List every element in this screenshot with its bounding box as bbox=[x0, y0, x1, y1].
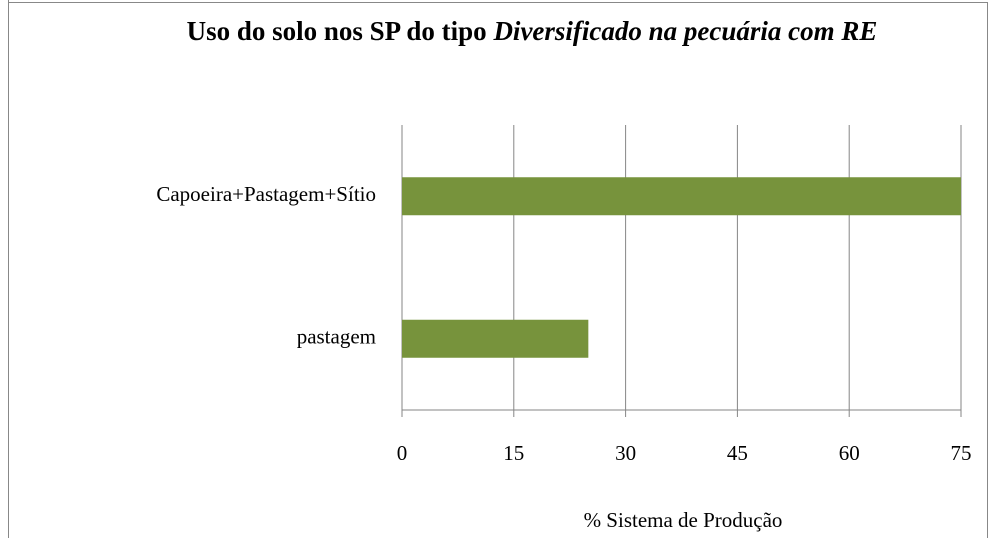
x-tick-label: 15 bbox=[503, 441, 524, 465]
bar bbox=[402, 319, 589, 358]
y-tick-label: Capoeira+Pastagem+Sítio bbox=[156, 182, 376, 206]
bar bbox=[402, 177, 961, 216]
title-plain: Uso do solo nos SP do tipo bbox=[186, 16, 487, 46]
title-italic: Diversificado na pecuária com RE bbox=[493, 16, 878, 46]
x-axis-label: % Sistema de Produção bbox=[584, 508, 783, 532]
x-tick-label: 30 bbox=[615, 441, 636, 465]
y-tick-label: pastagem bbox=[297, 325, 376, 349]
x-tick-label: 45 bbox=[727, 441, 748, 465]
chart-title: Uso do solo nos SP do tipo Diversificado… bbox=[137, 14, 927, 48]
x-tick-label: 60 bbox=[839, 441, 860, 465]
x-tick-label: 75 bbox=[951, 441, 972, 465]
x-tick-label: 0 bbox=[397, 441, 408, 465]
